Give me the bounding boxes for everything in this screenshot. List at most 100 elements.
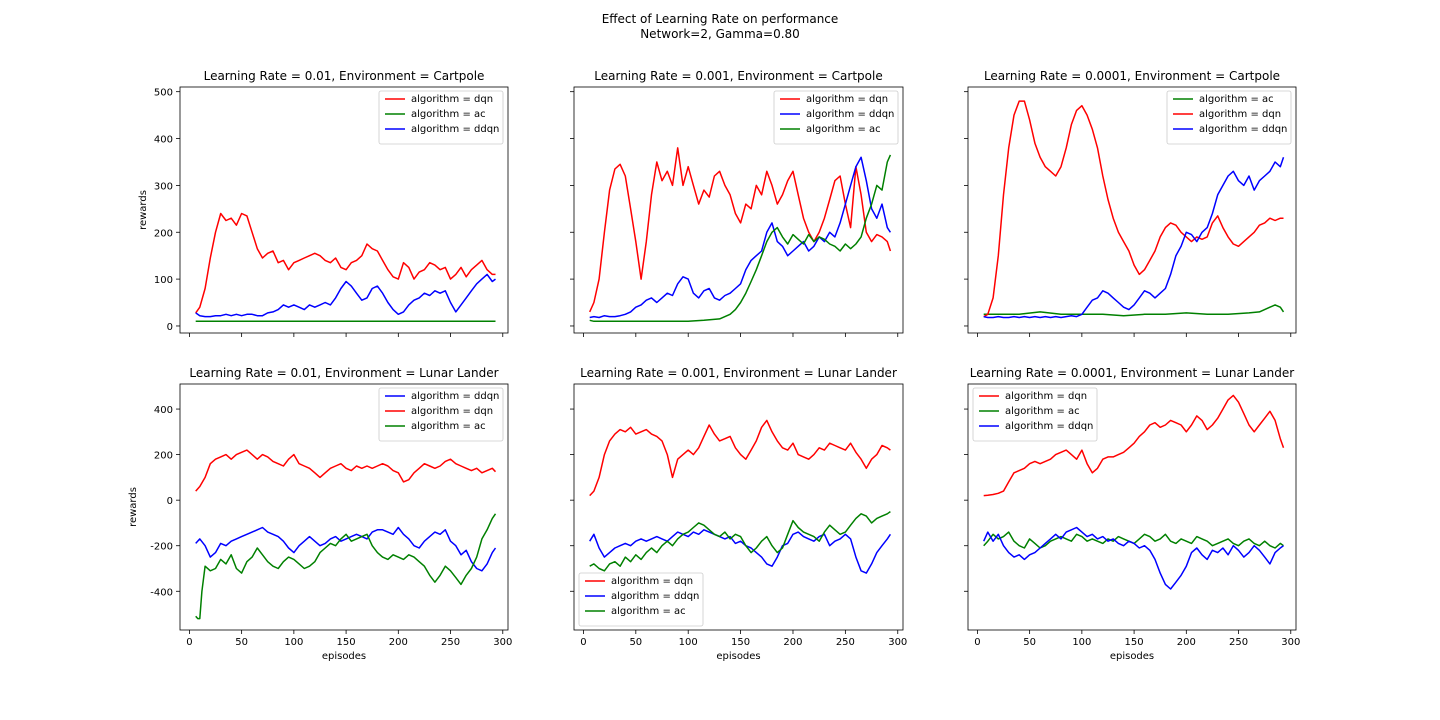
y-tick-label: 500	[154, 88, 173, 99]
series-line-2	[195, 449, 497, 492]
series-line-1	[983, 304, 1285, 317]
y-tick-label: 200	[154, 451, 173, 462]
series-line-3	[589, 154, 892, 323]
legend-label: algorithm = ddqn	[1005, 421, 1093, 432]
y-tick-label: 300	[154, 181, 173, 192]
x-tick-label: 250	[1229, 637, 1248, 648]
series-line-3	[589, 510, 891, 572]
x-tick-label: 100	[679, 637, 698, 648]
y-tick-label: 0	[167, 322, 173, 333]
subplot-3: Learning Rate = 0.0001, Environment = Ca…	[964, 69, 1297, 337]
x-tick-label: 100	[284, 637, 303, 648]
series-line-1	[195, 212, 496, 314]
x-tick-label: 150	[337, 637, 356, 648]
y-tick-label: 400	[154, 405, 173, 416]
x-axis-label: episodes	[1110, 651, 1154, 662]
legend-label: algorithm = ac	[1005, 406, 1080, 417]
legend: algorithm = dqn algorithm = ddqn algorithm…	[578, 572, 704, 627]
axes-frame	[967, 383, 1297, 631]
legend: algorithm = dqn algorithm = ddqn algorithm…	[773, 90, 899, 145]
legend: algorithm = ac algorithm = dqn algorithm =…	[1166, 90, 1292, 145]
x-tick-label: 200	[1177, 637, 1196, 648]
legend-box	[578, 572, 704, 627]
axes-frame	[179, 86, 509, 334]
series-line-1	[195, 526, 497, 572]
series-line-1	[983, 394, 1285, 497]
x-tick-label: 50	[235, 637, 248, 648]
series-line-2	[589, 529, 892, 574]
subplot-6: Learning Rate = 0.0001, Environment = Lu…	[964, 366, 1300, 662]
subplot-5: Learning Rate = 0.001, Environment = Lun…	[570, 366, 907, 662]
figure-title: Effect of Learning Rate on performance	[601, 12, 839, 26]
legend-box	[773, 90, 899, 145]
series-line-3	[983, 157, 1285, 319]
legend-label: algorithm = ddqn	[611, 591, 699, 602]
x-tick-label: 50	[629, 637, 642, 648]
subplot-title: Learning Rate = 0.001, Environment = Lun…	[580, 366, 897, 380]
series-line-1	[589, 147, 892, 313]
series-line-3	[195, 273, 496, 318]
series-line-2	[983, 100, 1284, 318]
x-tick-label: 100	[1072, 637, 1091, 648]
y-tick-label: -200	[150, 542, 173, 553]
legend-label: algorithm = ac	[411, 421, 486, 432]
y-tick-label: 200	[154, 228, 173, 239]
subplot-1: Learning Rate = 0.01, Environment = Cart…	[138, 69, 509, 337]
subplot-title: Learning Rate = 0.0001, Environment = Ca…	[984, 69, 1280, 83]
axes-frame	[573, 86, 904, 334]
x-tick-label: 250	[441, 637, 460, 648]
x-tick-label: 50	[1023, 637, 1036, 648]
subplot-title: Learning Rate = 0.01, Environment = Luna…	[189, 366, 498, 380]
legend-label: algorithm = dqn	[411, 406, 493, 417]
series-line-3	[195, 513, 497, 620]
legend-label: algorithm = ac	[806, 124, 881, 135]
x-tick-label: 0	[186, 637, 192, 648]
subplot-title: Learning Rate = 0.01, Environment = Cart…	[204, 69, 485, 83]
x-tick-label: 0	[580, 637, 586, 648]
axes-frame	[179, 383, 509, 631]
y-axis-label: rewards	[128, 487, 139, 527]
legend-box	[1166, 90, 1292, 145]
legend-label: algorithm = dqn	[611, 576, 693, 587]
legend-label: algorithm = ddqn	[1199, 124, 1287, 135]
legend-box	[972, 387, 1098, 442]
subplot-title: Learning Rate = 0.0001, Environment = Lu…	[970, 366, 1294, 380]
legend-label: algorithm = dqn	[1199, 109, 1281, 120]
series-line-3	[983, 526, 1284, 590]
series-line-2	[589, 156, 892, 319]
x-tick-label: 200	[783, 637, 802, 648]
x-tick-label: 150	[731, 637, 750, 648]
legend-box	[378, 387, 504, 442]
subplot-4: Learning Rate = 0.01, Environment = Luna…	[128, 366, 512, 662]
legend: algorithm = dqn algorithm = ac algorithm =…	[378, 90, 504, 145]
legend: algorithm = dqn algorithm = ac algorithm =…	[972, 387, 1098, 442]
x-tick-label: 300	[493, 637, 512, 648]
y-tick-label: 0	[167, 496, 173, 507]
x-tick-label: 250	[836, 637, 855, 648]
figure-subtitle: Network=2, Gamma=0.80	[640, 27, 800, 41]
series-line-2	[983, 531, 1284, 549]
axes-frame	[573, 383, 904, 631]
legend-label: algorithm = dqn	[806, 94, 888, 105]
legend: algorithm = ddqn algorithm = dqn algorithm…	[378, 387, 504, 442]
subplot-2: Learning Rate = 0.001, Environment = Car…	[570, 69, 904, 337]
legend-label: algorithm = ac	[411, 109, 486, 120]
axes-frame	[967, 86, 1297, 334]
x-tick-label: 0	[974, 637, 980, 648]
legend-label: algorithm = ac	[611, 606, 686, 617]
x-tick-label: 150	[1125, 637, 1144, 648]
legend-label: algorithm = ddqn	[806, 109, 894, 120]
legend-label: algorithm = dqn	[1005, 391, 1087, 402]
series-line-1	[589, 419, 891, 497]
x-axis-label: episodes	[716, 651, 760, 662]
x-tick-label: 200	[389, 637, 408, 648]
y-tick-label: -400	[150, 587, 173, 598]
legend-label: algorithm = ac	[1199, 94, 1274, 105]
x-tick-label: 300	[1281, 637, 1300, 648]
y-tick-label: 100	[154, 275, 173, 286]
legend-label: algorithm = dqn	[411, 94, 493, 105]
y-axis-label: rewards	[138, 190, 149, 230]
y-tick-label: 400	[154, 135, 173, 146]
